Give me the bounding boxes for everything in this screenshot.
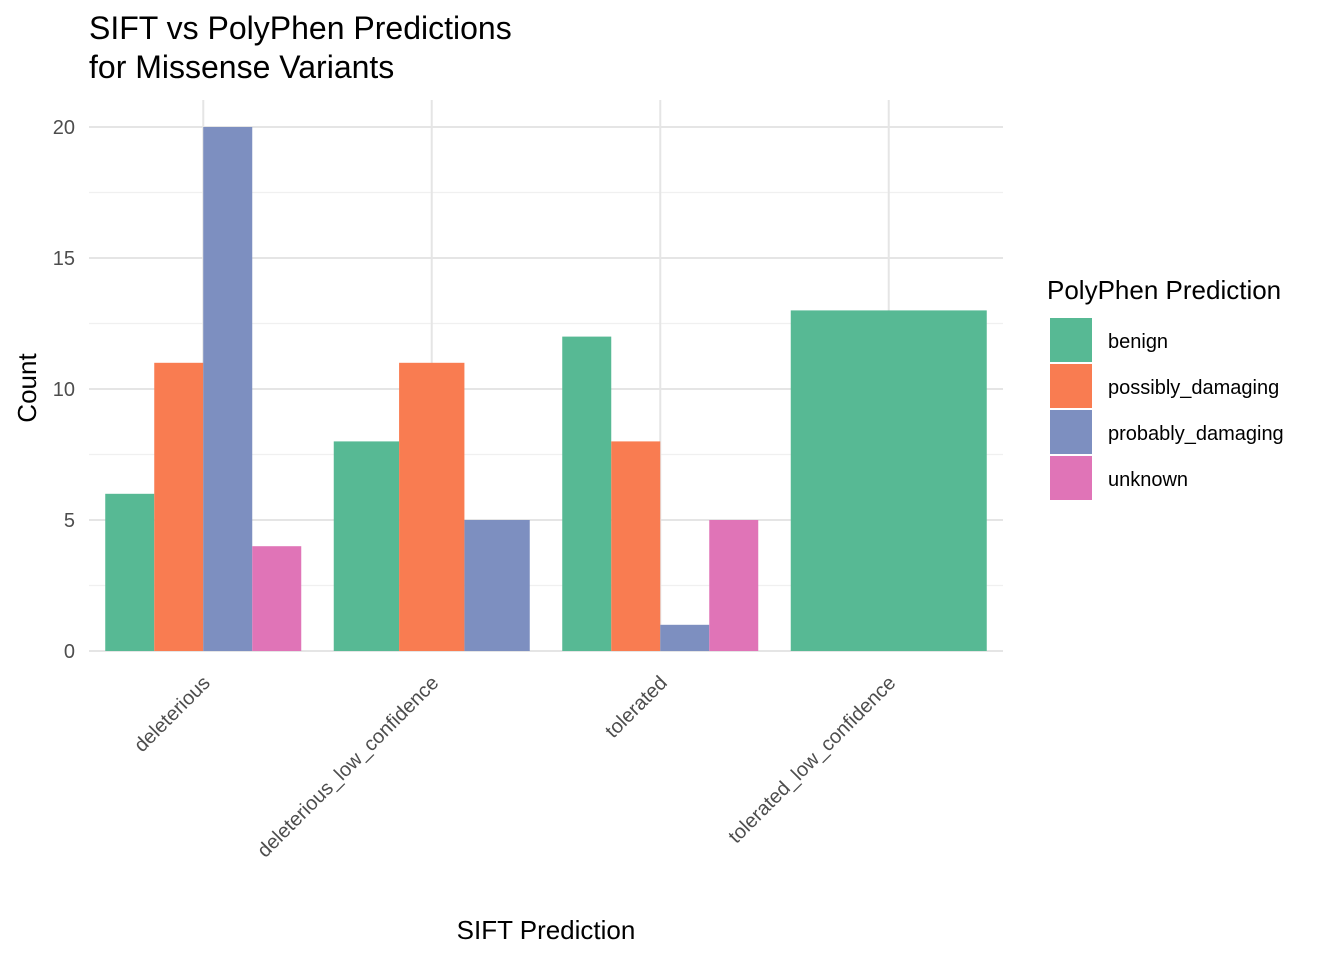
bar-probably_damaging-tolerated: [660, 624, 710, 651]
bars: [105, 127, 987, 651]
legend-label-possibly_damaging: possibly_damaging: [1108, 377, 1279, 399]
bar-probably_damaging-deleterious: [203, 127, 253, 651]
bar-unknown-tolerated: [709, 520, 759, 651]
bar-benign-deleterious_low_confidence: [333, 441, 400, 651]
y-tick-label: 10: [53, 379, 75, 401]
x-tick-label: tolerated_low_confidence: [724, 672, 900, 848]
bar-possibly_damaging-tolerated: [611, 441, 661, 651]
bar-benign-tolerated: [562, 336, 612, 651]
legend-label-benign: benign: [1108, 331, 1168, 353]
bar-benign-tolerated_low_confidence: [790, 310, 987, 651]
y-tick-label: 0: [64, 641, 75, 663]
chart-subtitle: for Missense Variants: [89, 49, 394, 85]
legend-swatch-unknown: [1050, 456, 1092, 500]
legend-label-probably_damaging: probably_damaging: [1108, 423, 1284, 445]
legend-label-unknown: unknown: [1108, 469, 1188, 491]
x-tick-label: deleterious_low_confidence: [253, 672, 443, 862]
legend-swatch-possibly_damaging: [1050, 364, 1092, 408]
x-axis-title: SIFT Prediction: [457, 915, 636, 945]
bar-possibly_damaging-deleterious_low_confidence: [399, 362, 465, 651]
bar-unknown-deleterious: [252, 546, 302, 651]
bar-benign-deleterious: [105, 493, 155, 651]
y-tick-label: 15: [53, 248, 75, 270]
y-axis-ticks: 0 5 10 15 20: [53, 117, 75, 663]
x-tick-label: deleterious: [130, 672, 215, 757]
legend-swatch-probably_damaging: [1050, 410, 1092, 454]
legend-title: PolyPhen Prediction: [1047, 275, 1281, 305]
chart-title: SIFT vs PolyPhen Predictions: [89, 10, 512, 46]
y-axis-title: Count: [12, 353, 42, 423]
legend: PolyPhen Prediction benign possibly_damag…: [1047, 275, 1284, 500]
x-axis-ticks: deleterious deleterious_low_confidence tol…: [130, 672, 900, 862]
y-tick-label: 5: [64, 510, 75, 532]
bar-probably_damaging-deleterious_low_confidence: [464, 520, 530, 651]
x-tick-label: tolerated: [601, 672, 672, 743]
legend-swatch-benign: [1050, 318, 1092, 362]
bar-possibly_damaging-deleterious: [154, 362, 204, 651]
y-tick-label: 20: [53, 117, 75, 139]
